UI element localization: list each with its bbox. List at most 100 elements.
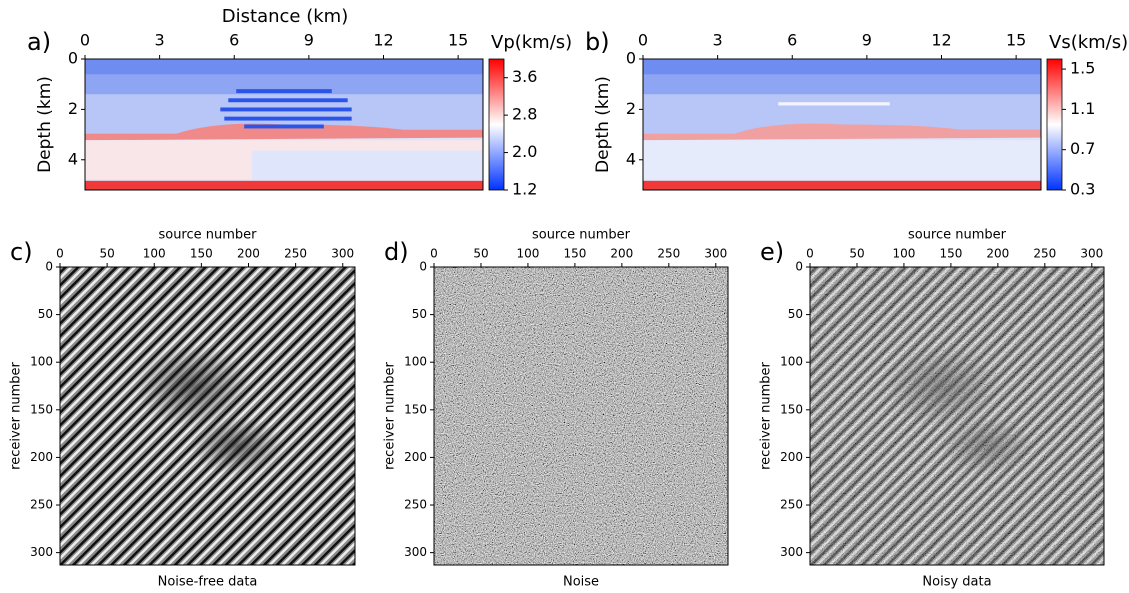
x-tick-label: 300 (704, 247, 727, 261)
y-tick-label: 50 (38, 307, 53, 321)
y-tick-label: 200 (30, 450, 53, 464)
x-axis-label: source number (158, 228, 257, 243)
panel: a) 0 3 6 9 12 15 0 2 4 Distance (km) Depth (km) 1.2 2… (27, 6, 572, 199)
model-layer (778, 102, 890, 106)
y-tick-label: 200 (404, 450, 427, 464)
colorbar-tick-label: 2.0 (512, 142, 537, 161)
panel-label: c) (10, 238, 33, 266)
plot-frame (433, 266, 729, 566)
panel-label: a) (27, 28, 51, 56)
y-axis-label: receiver number (383, 361, 398, 469)
seismic-image (60, 267, 355, 565)
panel-label: b) (585, 28, 610, 56)
y-tick-label: 0 (795, 260, 803, 274)
y-tick-label: 50 (412, 307, 427, 321)
x-tick-label: 200 (237, 247, 260, 261)
y-tick-label: 2 (626, 99, 636, 118)
model-layer (643, 59, 1041, 75)
y-tick-label: 150 (780, 402, 803, 416)
panel: e) 0 50 100 150 200 250 300 0 50 100 150 200 250 300 so… (759, 228, 1105, 590)
event (189, 416, 285, 476)
x-tick-label: 250 (284, 247, 307, 261)
x-tick-label: 0 (430, 247, 438, 261)
panel: c) 0 50 100 150 200 250 300 0 50 100 150 200 250 300 so… (9, 228, 356, 590)
x-tick-label: 300 (1080, 247, 1103, 261)
x-tick-label: 0 (638, 31, 648, 50)
panel: b) 0 3 6 9 12 15 0 2 4 Depth (km) 0.3 0.7 1.1 1.5 Vs(km… (585, 28, 1128, 199)
model-layer (85, 74, 483, 95)
event (133, 344, 252, 428)
x-tick-label: 9 (304, 31, 314, 50)
caption: Noise-free data (158, 575, 258, 590)
y-tick-label: 150 (404, 402, 427, 416)
y-tick-label: 50 (788, 307, 803, 321)
panel: d) 0 50 100 150 200 250 300 0 50 100 150 200 250 300 so… (383, 228, 729, 590)
plot-frame (84, 58, 484, 191)
panel-label: e) (760, 238, 784, 266)
plot-frame (59, 266, 356, 566)
plot-frame (809, 266, 1105, 566)
y-axis-label: receiver number (9, 361, 24, 469)
caption: Noisy data (922, 575, 991, 590)
colorbar-label: Vs(km/s) (1049, 32, 1128, 53)
x-tick-label: 250 (1033, 247, 1056, 261)
colorbar-tick-label: 1.2 (512, 180, 537, 199)
x-tick-label: 100 (516, 247, 539, 261)
y-tick-label: 0 (419, 260, 427, 274)
model-layer (244, 124, 324, 129)
x-tick-label: 300 (331, 247, 354, 261)
y-tick-label: 250 (30, 498, 53, 512)
x-tick-label: 3 (713, 31, 723, 50)
model-layer (228, 98, 348, 103)
y-tick-label: 4 (626, 149, 636, 168)
noise (434, 267, 728, 565)
model-layer (643, 180, 1041, 190)
y-tick-label: 0 (68, 49, 78, 68)
y-tick-label: 4 (68, 149, 78, 168)
x-tick-label: 12 (931, 31, 951, 50)
x-tick-label: 150 (190, 247, 213, 261)
model-layer (85, 123, 483, 141)
colorbar-tick-label: 0.3 (1070, 180, 1095, 199)
x-axis-label: source number (532, 228, 631, 243)
x-tick-label: 250 (657, 247, 680, 261)
x-tick-label: 0 (80, 31, 90, 50)
x-tick-label: 50 (473, 247, 488, 261)
y-axis-label: Depth (km) (593, 76, 613, 173)
model-layer (224, 116, 352, 121)
x-tick-label: 15 (1006, 31, 1026, 50)
colorbar (1046, 58, 1063, 191)
y-tick-label: 300 (30, 545, 53, 559)
model-layer (643, 74, 1041, 95)
x-tick-label: 0 (806, 247, 814, 261)
x-tick-label: 150 (939, 247, 962, 261)
model-layer (252, 150, 483, 180)
plot-frame (642, 58, 1042, 191)
y-axis-label: Depth (km) (35, 76, 55, 173)
x-tick-label: 0 (56, 247, 64, 261)
model-layer (85, 59, 483, 75)
y-axis-label: receiver number (759, 361, 774, 469)
x-tick-label: 150 (563, 247, 586, 261)
x-tick-label: 6 (229, 31, 239, 50)
colorbar-tick-label: 3.6 (512, 67, 537, 86)
y-tick-label: 0 (626, 49, 636, 68)
x-tick-label: 200 (986, 247, 1009, 261)
x-tick-label: 50 (849, 247, 864, 261)
y-tick-label: 100 (780, 355, 803, 369)
model-layer (220, 107, 352, 112)
caption: Noise (563, 575, 599, 590)
x-axis-label: source number (908, 228, 1007, 243)
y-tick-label: 150 (30, 402, 53, 416)
y-tick-label: 0 (45, 260, 53, 274)
x-tick-label: 12 (373, 31, 393, 50)
seismic-image (434, 267, 728, 565)
y-tick-label: 250 (404, 498, 427, 512)
x-tick-label: 15 (448, 31, 468, 50)
colorbar-tick-label: 1.5 (1070, 59, 1095, 78)
y-tick-label: 100 (404, 355, 427, 369)
x-axis-label: Distance (km) (222, 6, 348, 27)
model-layer (85, 180, 483, 190)
colorbar-tick-label: 2.8 (512, 105, 537, 124)
